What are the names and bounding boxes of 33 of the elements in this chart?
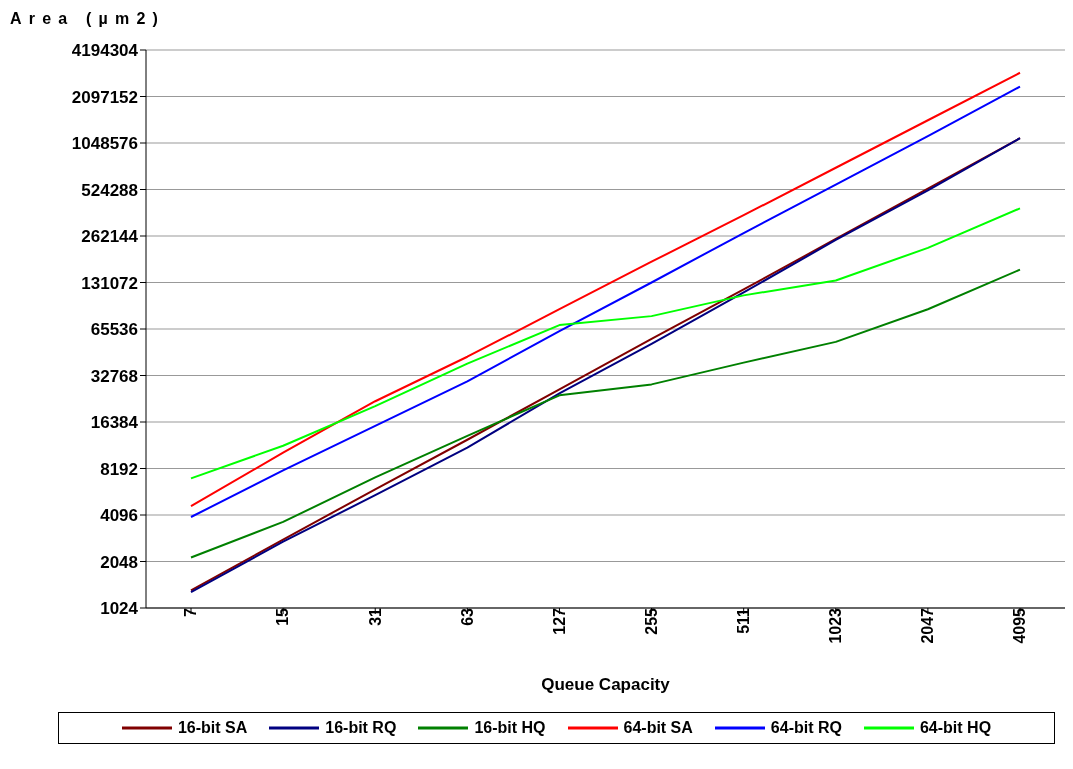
x-tick-label: 2047 — [919, 607, 937, 644]
x-axis-title: Queue Capacity — [541, 675, 671, 694]
y-axis-title: Area (µm2) — [10, 10, 166, 28]
y-tick-label: 262144 — [81, 227, 139, 247]
x-tick-label: 511 — [735, 607, 753, 634]
x-tick-label: 63 — [458, 607, 476, 626]
legend-label: 16-bit HQ — [474, 719, 546, 737]
y-tick-label: 2048 — [100, 552, 138, 572]
y-tick-label: 65536 — [90, 320, 138, 340]
x-tick-label: 7 — [182, 607, 200, 617]
y-tick-label: 131072 — [81, 273, 138, 293]
legend-label: 64-bit RQ — [770, 719, 842, 737]
y-tick-label: 4194304 — [71, 41, 139, 61]
x-tick-label: 15 — [274, 607, 292, 626]
y-tick-label: 32768 — [90, 366, 138, 386]
line-series — [190, 268, 1021, 559]
legend-label: 16-bit RQ — [325, 719, 397, 737]
x-tick-label: 31 — [366, 607, 384, 626]
x-tick-label: 255 — [642, 607, 660, 635]
y-tick-label: 1024 — [100, 599, 139, 619]
line-series — [190, 207, 1021, 480]
legend-label: 64-bit SA — [623, 719, 693, 737]
x-tick-label: 127 — [550, 607, 568, 635]
x-tick-label: 1023 — [827, 607, 845, 644]
y-tick-label: 4096 — [100, 506, 138, 526]
y-tick-label: 524288 — [81, 180, 138, 200]
y-tick-label: 1048576 — [71, 134, 138, 154]
legend-label: 16-bit SA — [177, 719, 248, 737]
legend-label: 64-bit HQ — [919, 719, 992, 737]
y-tick-label: 16384 — [90, 413, 139, 433]
y-tick-label: 2097152 — [71, 87, 138, 107]
y-tick-label: 8192 — [100, 459, 138, 479]
x-tick-label: 4095 — [1011, 607, 1029, 644]
